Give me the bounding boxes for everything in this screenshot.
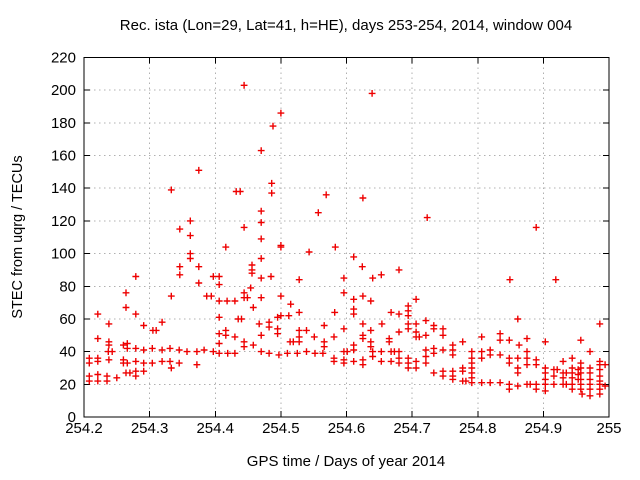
y-tick-label: 180 xyxy=(51,115,76,132)
x-tick-label: 254.7 xyxy=(393,420,431,437)
chart-title: Rec. ista (Lon=29, Lat=41, h=HE), days 2… xyxy=(120,17,572,34)
data-points xyxy=(85,81,609,400)
x-tick-label: 255 xyxy=(596,420,621,437)
y-tick-label: 60 xyxy=(59,311,76,328)
tick-marks xyxy=(83,57,610,418)
y-tick-label: 20 xyxy=(59,376,76,393)
y-tick-label: 100 xyxy=(51,246,76,263)
y-tick-label: 140 xyxy=(51,180,76,197)
x-tick-label: 254.9 xyxy=(525,420,563,437)
y-tick-label: 200 xyxy=(51,82,76,99)
y-tick-label: 160 xyxy=(51,148,76,165)
x-tick-labels: 254.2 254.3 254.4 254.5 254.6 254.7 254.8 254.9… xyxy=(65,420,621,437)
x-tick-label: 254.2 xyxy=(65,420,103,437)
scatter-plus-markers xyxy=(85,81,609,400)
x-tick-label: 254.6 xyxy=(328,420,366,437)
x-tick-label: 254.4 xyxy=(196,420,234,437)
y-axis-label: STEC from uqrg / TECUs xyxy=(10,155,26,318)
y-tick-label: 220 xyxy=(51,50,76,67)
x-tick-label: 254.5 xyxy=(262,420,300,437)
y-tick-label: 80 xyxy=(59,278,76,295)
x-axis-label: GPS time / Days of year 2014 xyxy=(247,453,445,470)
y-tick-label: 0 xyxy=(68,409,76,426)
y-tick-label: 120 xyxy=(51,213,76,230)
y-tick-labels: 0 20 40 60 80 100 120 140 160 180 200 220 xyxy=(51,50,76,427)
x-tick-label: 254.8 xyxy=(459,420,497,437)
y-tick-label: 40 xyxy=(59,344,76,361)
x-tick-label: 254.3 xyxy=(131,420,169,437)
